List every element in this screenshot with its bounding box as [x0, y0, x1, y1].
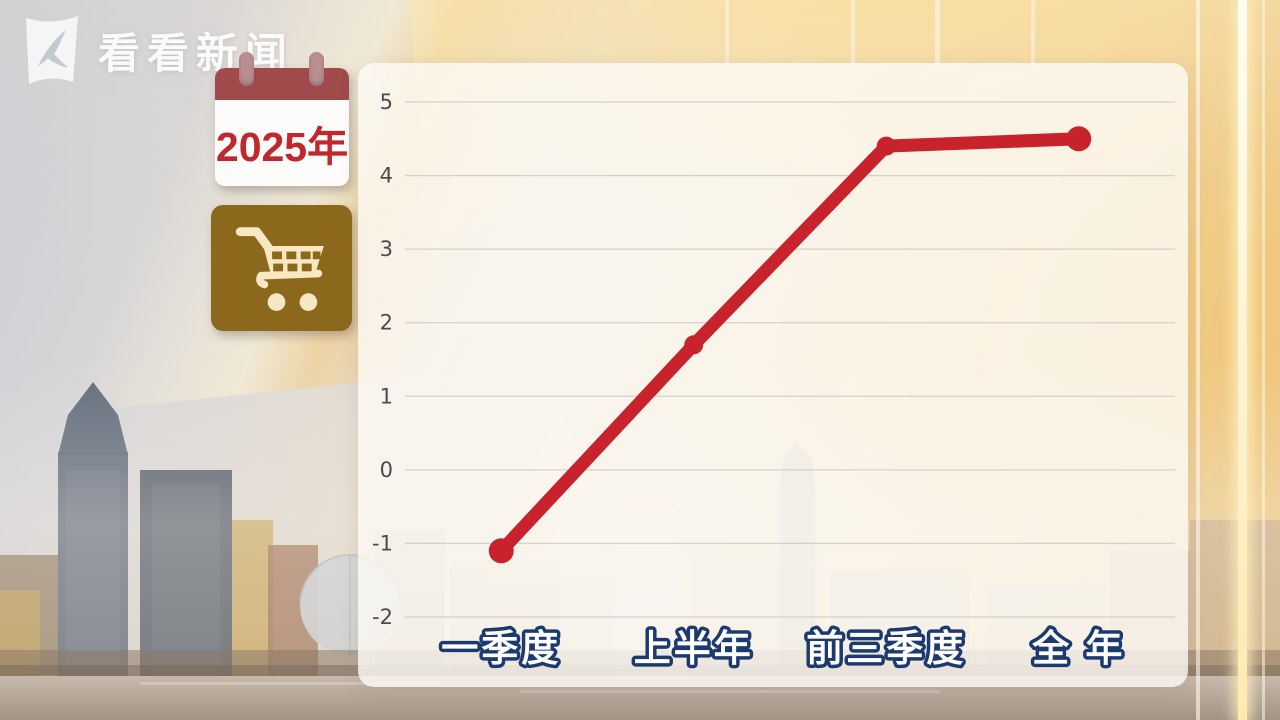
calendar-header [215, 68, 349, 100]
calendar-year-label: 2025年 [215, 124, 349, 170]
calendar-ring [309, 52, 324, 86]
y-axis-tick-label: 0 [380, 458, 393, 482]
y-axis-tick-label: -1 [372, 531, 393, 555]
x-axis-category-label: 上半年 [634, 628, 754, 669]
y-axis-tick-label: 1 [380, 384, 393, 408]
data-point-marker [1066, 126, 1092, 152]
shopping-cart-badge [211, 205, 352, 331]
calendar-badge: 2025年 [215, 52, 349, 186]
kankan-logo-icon [26, 16, 78, 84]
x-axis-category-label: 一季度 [441, 628, 561, 669]
x-axis-category-label: 前三季度 [806, 628, 966, 669]
y-axis-tick-label: 2 [380, 311, 393, 335]
data-point-marker [488, 538, 514, 564]
y-axis-tick-label: 4 [380, 164, 393, 188]
data-point-marker [876, 136, 896, 156]
y-axis-tick-label: 5 [380, 90, 393, 114]
shopping-cart-icon [235, 227, 324, 311]
brand-logo: 看看新闻 [20, 12, 294, 88]
chart-panel: 5 4 3 2 1 0 -1 -2 一季度 上半年 前三季度 全 年 [358, 63, 1188, 687]
data-line [494, 132, 1086, 558]
x-axis-category-label: 全 年 [1031, 627, 1125, 669]
y-axis-tick-label: -2 [372, 605, 393, 629]
y-axis-tick-label: 3 [380, 237, 393, 261]
data-point-marker [684, 335, 704, 355]
line-chart: 5 4 3 2 1 0 -1 -2 一季度 上半年 前三季度 全 年 [372, 90, 1175, 673]
calendar-ring [239, 52, 254, 86]
